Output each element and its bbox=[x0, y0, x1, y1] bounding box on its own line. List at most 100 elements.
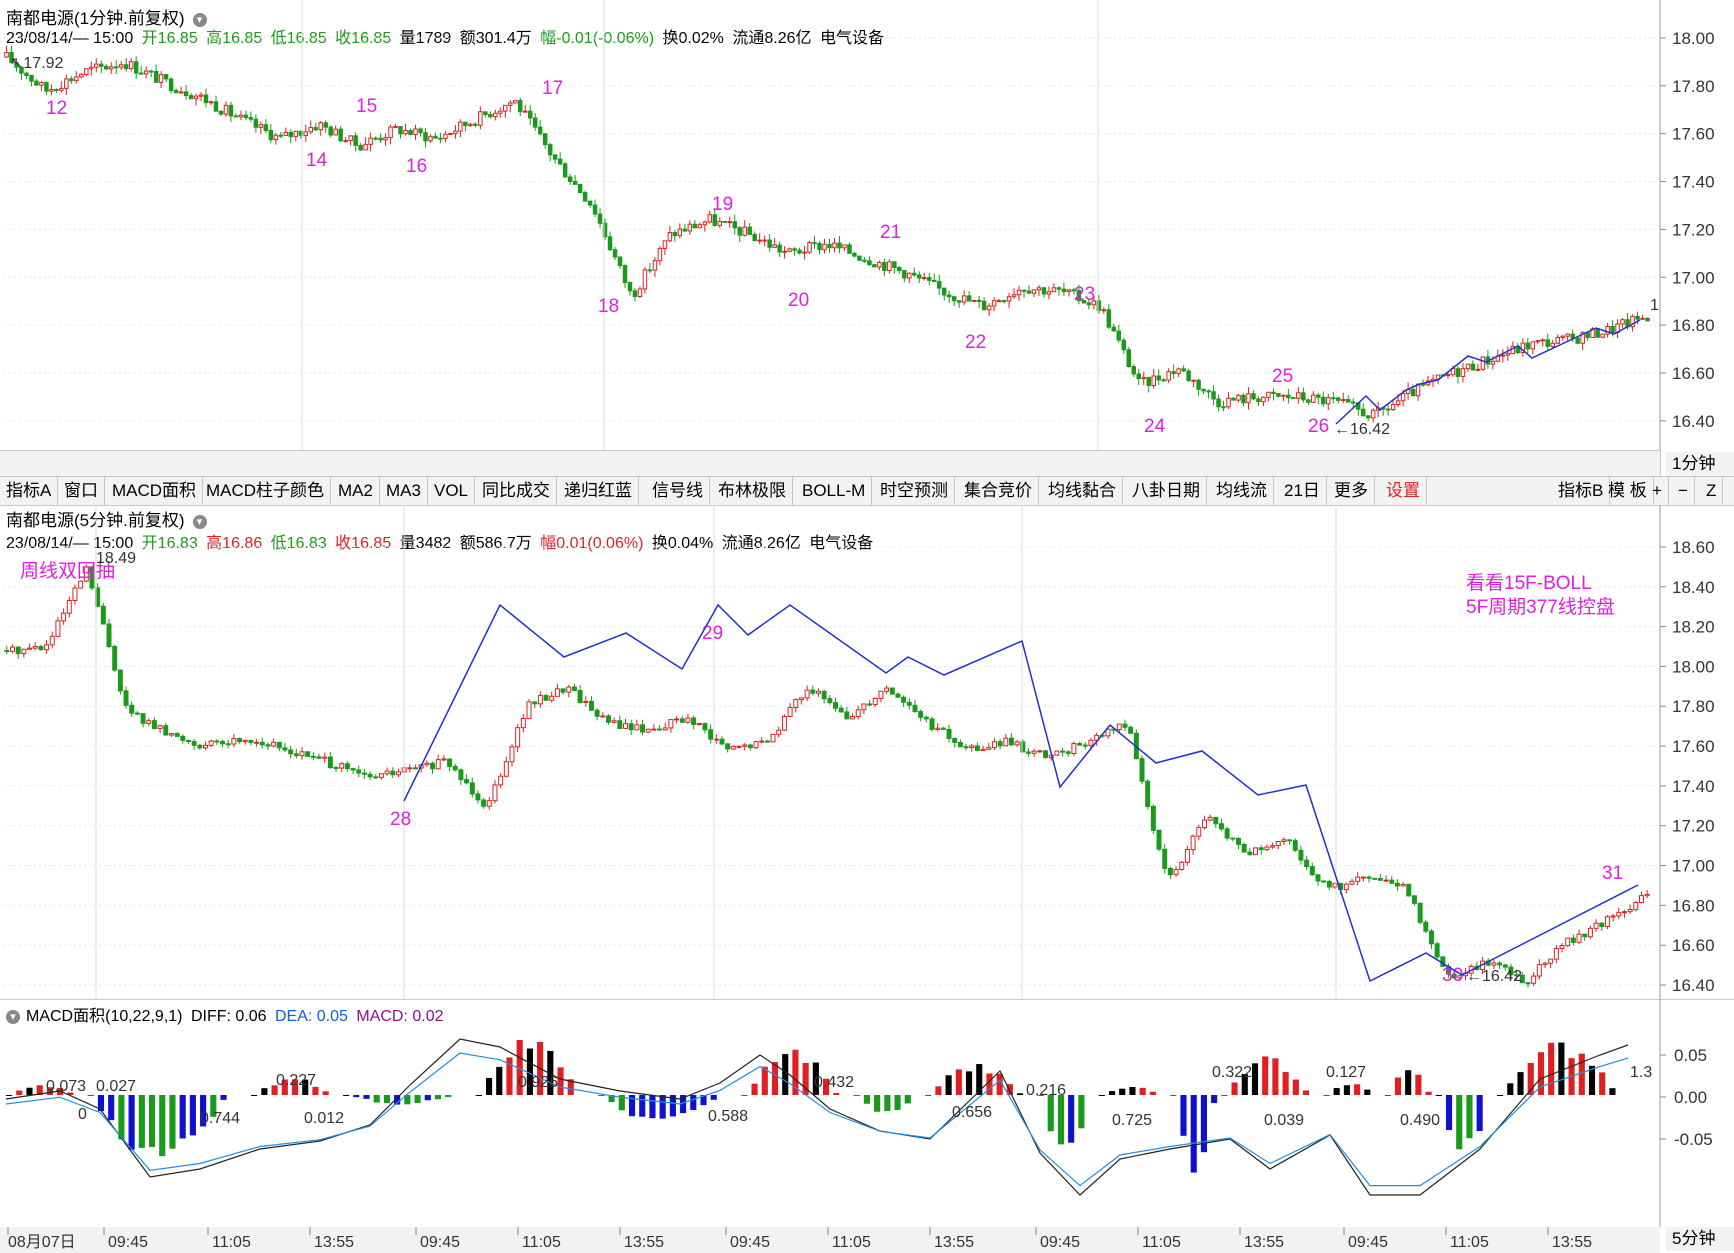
chevron-down-icon[interactable]: ▾ bbox=[192, 514, 207, 529]
candle-body bbox=[1590, 328, 1595, 339]
top-info-close: 收16.85 bbox=[335, 30, 392, 47]
min-price-label: ←16.42 bbox=[1334, 421, 1390, 438]
annot-boll: 看看15F-BOLL bbox=[1466, 572, 1592, 594]
toolbar-item-9[interactable]: 信号线 bbox=[646, 477, 710, 505]
toolbar-item-11[interactable]: BOLL-M bbox=[796, 477, 873, 505]
wave-label-31: 31 bbox=[1602, 863, 1623, 884]
candle-body bbox=[1256, 398, 1261, 403]
mid-price-chart[interactable]: 18.60 18.40 18.20 18.00 17.80 17.60 17.40 17.20… bbox=[0, 505, 1734, 999]
candle-body bbox=[498, 110, 503, 114]
macd-bar bbox=[200, 1095, 207, 1127]
toolbar-right-item-4[interactable]: Z bbox=[1700, 477, 1724, 505]
toolbar-item-4[interactable]: MA2 bbox=[332, 477, 380, 505]
toolbar-item-15[interactable]: 八卦日期 bbox=[1126, 477, 1207, 505]
toolbar-item-7[interactable]: 同比成交 bbox=[476, 477, 557, 505]
candle-body bbox=[1465, 363, 1471, 370]
candle-body bbox=[696, 723, 702, 726]
candle-body bbox=[1304, 859, 1310, 868]
candle-body bbox=[1542, 962, 1548, 966]
candle-body bbox=[651, 728, 657, 731]
candle-body bbox=[358, 144, 363, 151]
toolbar-item-0[interactable]: 指标A bbox=[0, 477, 59, 505]
mid-chart-title[interactable]: 南都电源(5分钟.前复权) bbox=[6, 511, 185, 530]
candle-body bbox=[356, 769, 362, 774]
candle-body bbox=[657, 248, 663, 262]
candle-body bbox=[123, 690, 129, 706]
top-chart-title[interactable]: 南都电源(1分钟.前复权) bbox=[6, 9, 185, 28]
toolbar-item-10[interactable]: 布林极限 bbox=[712, 477, 793, 505]
toolbar-item-2[interactable]: MACD面积 bbox=[106, 477, 204, 505]
macd-bar bbox=[485, 1077, 493, 1095]
top-info-sector: 电气设备 bbox=[819, 30, 884, 47]
candle-body bbox=[513, 100, 518, 104]
toolbar-right-item-0[interactable]: 指标B bbox=[1552, 477, 1611, 505]
top-chart-pane: 南都电源(1分钟.前复权) ▾ 23/08/14/— 15:00 开16.85 高… bbox=[0, 0, 1734, 477]
macd-bar bbox=[771, 1062, 779, 1095]
toolbar-item-5[interactable]: MA3 bbox=[380, 477, 428, 505]
chevron-down-icon[interactable]: ▾ bbox=[192, 12, 207, 27]
y-tick-label: 17.00 bbox=[1672, 268, 1715, 287]
macd-bar bbox=[1221, 1095, 1228, 1096]
toolbar-item-16[interactable]: 均线流 bbox=[1210, 477, 1274, 505]
candle-body bbox=[197, 744, 203, 749]
toolbar-item-18[interactable]: 更多 bbox=[1328, 477, 1375, 505]
candle-body bbox=[49, 635, 55, 646]
candle-body bbox=[956, 300, 962, 303]
macd-bar bbox=[1466, 1095, 1473, 1139]
toolbar-right-item-1[interactable]: 模 板 bbox=[1602, 477, 1654, 505]
mid-info-row: 23/08/14/— 15:00 开16.83 高16.86 低16.83 收1… bbox=[6, 529, 877, 553]
candle-body bbox=[560, 688, 566, 693]
toolbar-item-12[interactable]: 时空预测 bbox=[874, 477, 955, 505]
candle-body bbox=[128, 61, 134, 70]
chevron-down-icon[interactable]: ▾ bbox=[6, 1009, 20, 1024]
candle-body bbox=[367, 773, 373, 778]
toolbar-item-1[interactable]: 窗口 bbox=[58, 477, 105, 505]
toolbar-item-3[interactable]: MACD柱子颜色 bbox=[200, 477, 332, 505]
candle-body bbox=[423, 132, 428, 142]
toolbar-item-8[interactable]: 递归红蓝 bbox=[558, 477, 639, 505]
candle-body bbox=[1136, 373, 1141, 380]
candle-body bbox=[917, 274, 922, 279]
macd-period-label[interactable]: 5分钟 bbox=[1666, 1227, 1734, 1251]
candle-body bbox=[303, 131, 309, 136]
candle-body bbox=[862, 259, 867, 262]
macd-bar bbox=[598, 1095, 605, 1096]
candle-body bbox=[1184, 848, 1190, 863]
macd-title[interactable]: MACD面积(10,22,9,1) bbox=[26, 1008, 183, 1025]
candle-body bbox=[1001, 300, 1007, 303]
candle-body bbox=[623, 723, 628, 729]
candle-body bbox=[1207, 816, 1213, 821]
toolbar-item-13[interactable]: 集合竞价 bbox=[958, 477, 1039, 505]
toolbar-item-6[interactable]: VOL bbox=[428, 477, 476, 505]
toolbar-right-item-2[interactable]: + bbox=[1646, 477, 1669, 505]
candle-body bbox=[867, 703, 873, 706]
top-price-chart[interactable]: 18.00 17.80 17.60 17.40 17.20 17.00 16.80 16.60… bbox=[0, 0, 1734, 476]
toolbar-item-19[interactable]: 设置 bbox=[1380, 477, 1427, 505]
toolbar-item-17[interactable]: 21日 bbox=[1278, 477, 1327, 505]
wave-label-14: 14 bbox=[306, 150, 328, 171]
candle-body bbox=[600, 715, 606, 718]
candle-body bbox=[742, 744, 748, 747]
toolbar-item-14[interactable]: 均线黏合 bbox=[1042, 477, 1123, 505]
candle-body bbox=[717, 220, 723, 226]
candle-body bbox=[1026, 290, 1032, 294]
candle-body bbox=[168, 78, 174, 92]
candle-body bbox=[980, 748, 986, 751]
candle-body bbox=[1281, 839, 1287, 842]
wave-label-20: 20 bbox=[788, 290, 809, 311]
candle-body bbox=[1006, 296, 1012, 302]
candle-body bbox=[986, 305, 992, 311]
candle-body bbox=[464, 779, 470, 784]
candle-body bbox=[787, 248, 792, 252]
top-info-high: 高16.85 bbox=[206, 30, 263, 47]
macd-bar bbox=[97, 1095, 105, 1112]
toolbar-right-item-3[interactable]: − bbox=[1672, 477, 1695, 505]
candle-body bbox=[627, 282, 633, 292]
top-period-label[interactable]: 1分钟 bbox=[1666, 452, 1734, 476]
macd-area-label: 0.012 bbox=[304, 1110, 344, 1127]
macd-chart[interactable]: 0.05 0.00 -0.05 0.073 0.027 0 0.744 0.227 0.012 0… bbox=[0, 999, 1734, 1253]
macd-bar bbox=[424, 1095, 431, 1101]
candle-body bbox=[1383, 879, 1389, 882]
candle-body bbox=[44, 644, 50, 651]
candle-body bbox=[188, 95, 194, 100]
